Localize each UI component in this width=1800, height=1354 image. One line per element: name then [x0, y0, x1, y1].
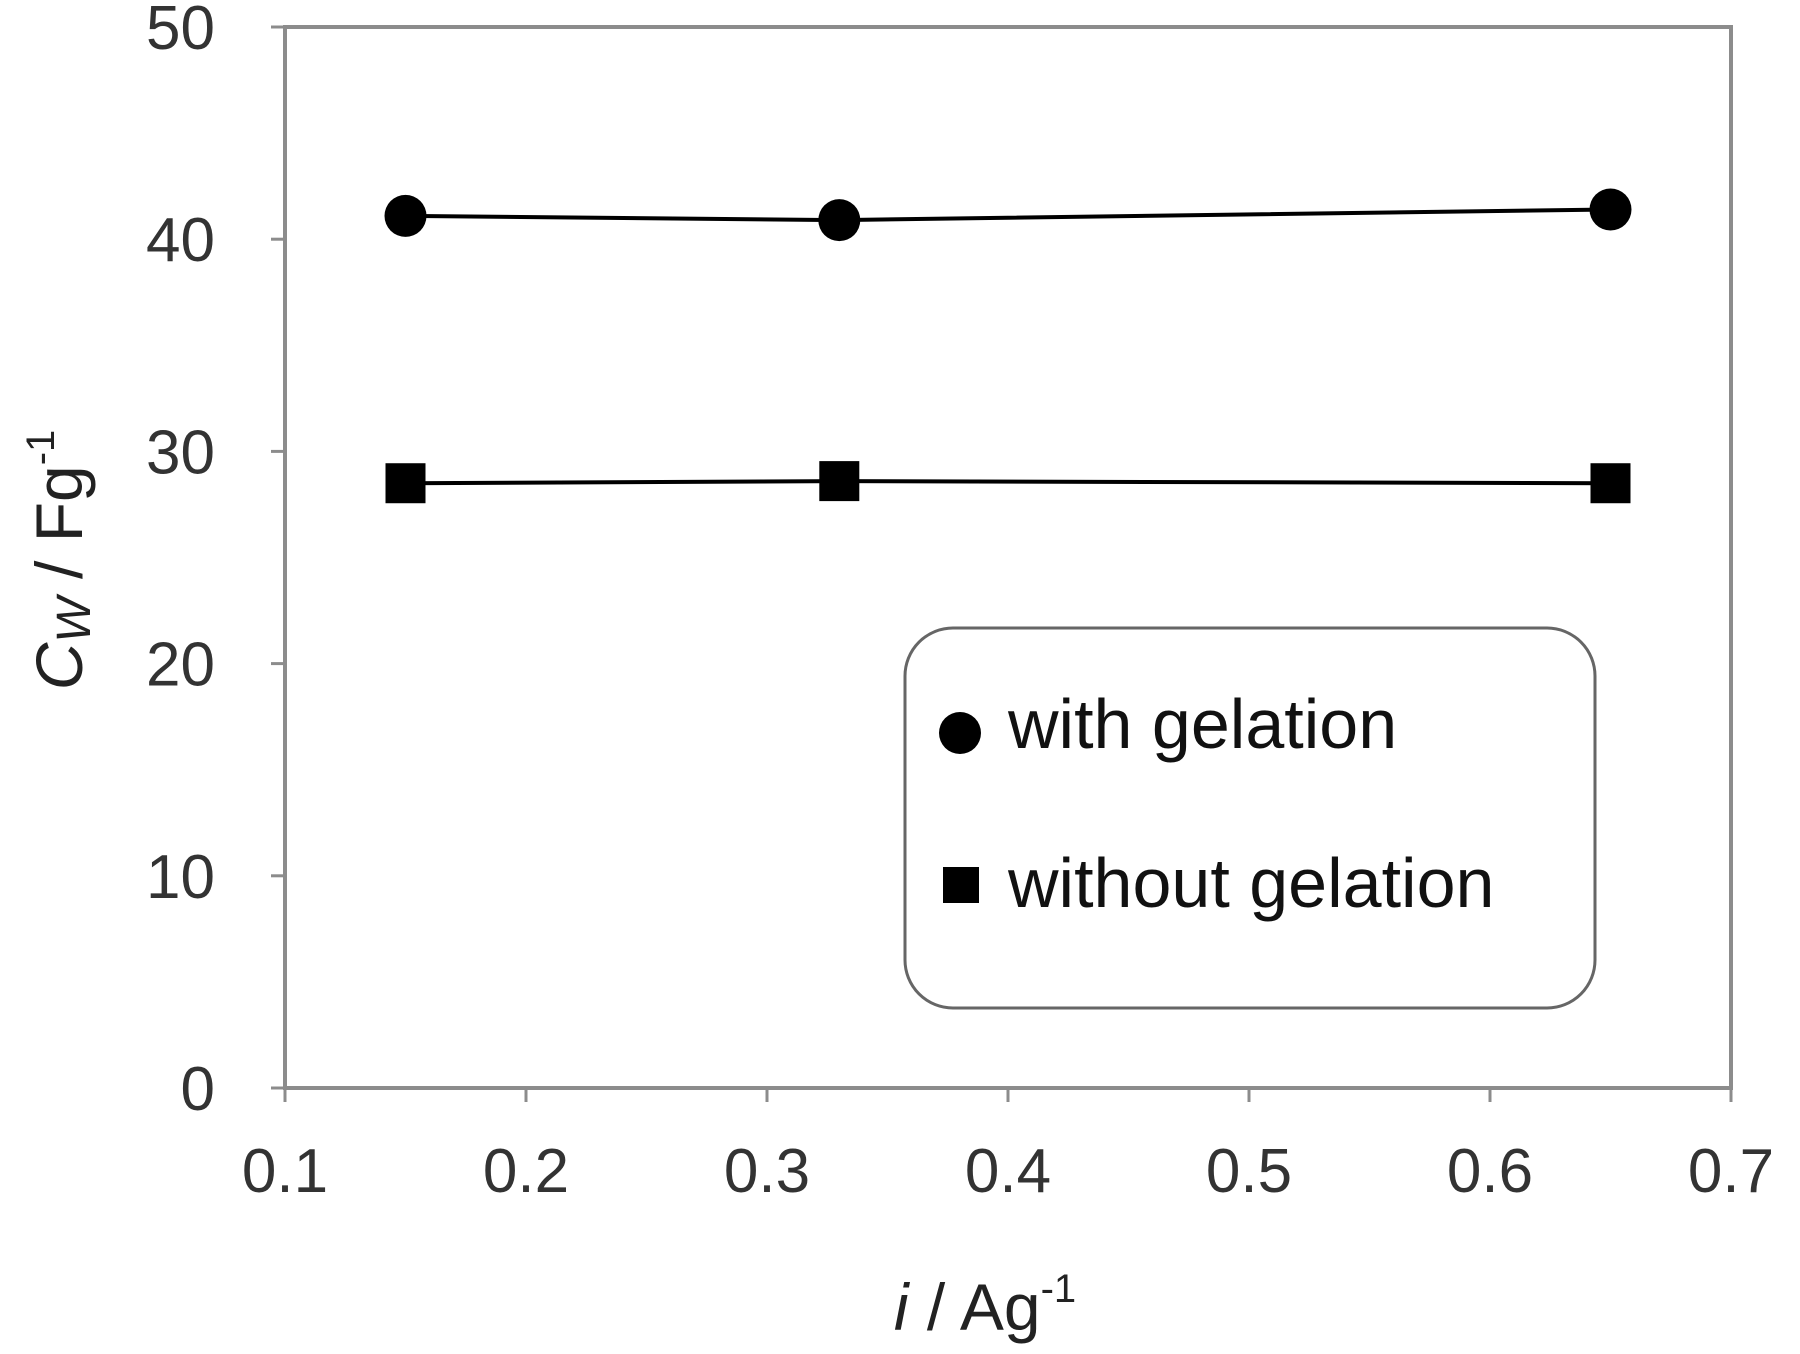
legend-entry-without-gelation: without gelation	[943, 844, 1494, 922]
x-tick-label: 0.4	[965, 1137, 1051, 1206]
legend-square-marker	[943, 867, 979, 903]
x-axis-ticks: 0.1 0.2 0.3 0.4 0.5 0.6 0.7	[242, 1088, 1774, 1206]
x-tick-label: 0.3	[724, 1137, 810, 1206]
x-axis-label: i / Ag-1	[894, 1267, 1076, 1344]
series-line-without-gelation	[405, 479, 1611, 486]
x-tick-label: 0.2	[483, 1137, 569, 1206]
y-tick-label: 20	[146, 631, 215, 700]
series-with-gelation	[384, 188, 1632, 242]
series-without-gelation	[385, 461, 1631, 504]
series-layer	[384, 188, 1632, 504]
y-tick-label: 40	[146, 206, 215, 275]
legend: with gelation without gelation	[903, 626, 1597, 1010]
data-point-with-gelation	[384, 194, 427, 237]
legend-label-with-gelation: with gelation	[1007, 685, 1397, 763]
legend-entry-with-gelation: with gelation	[939, 685, 1397, 763]
y-axis-label-exponent: -1	[19, 430, 63, 466]
y-axis-label: CW / Fg-1	[19, 430, 101, 691]
y-tick-label: 0	[181, 1055, 215, 1124]
x-tick-label: 0.7	[1688, 1137, 1774, 1206]
y-tick-label: 50	[146, 0, 215, 63]
y-axis-label-symbol: C	[22, 641, 96, 690]
y-axis-label-subscript: W	[48, 593, 101, 643]
data-point-without-gelation	[385, 463, 426, 504]
x-tick-label: 0.6	[1447, 1137, 1533, 1206]
data-point-without-gelation	[1590, 463, 1631, 504]
x-axis-label-exponent: -1	[1041, 1267, 1077, 1311]
x-tick-label: 0.1	[242, 1137, 328, 1206]
series-line-with-gelation	[405, 207, 1611, 223]
y-axis-ticks: 0 10 20 30 40 50	[146, 0, 285, 1124]
x-axis-label-symbol: i	[894, 1270, 911, 1344]
legend-label-without-gelation: without gelation	[1007, 844, 1494, 922]
x-tick-label: 0.5	[1206, 1137, 1292, 1206]
legend-box	[903, 626, 1597, 1010]
legend-circle-marker	[939, 712, 981, 754]
data-point-without-gelation	[819, 461, 860, 502]
y-axis-label-unit: / Fg	[22, 465, 96, 597]
data-point-with-gelation	[1589, 188, 1632, 231]
data-point-with-gelation	[818, 199, 861, 242]
y-tick-label: 10	[146, 843, 215, 912]
x-axis-label-unit: / Ag	[908, 1270, 1040, 1344]
y-tick-label: 30	[146, 418, 215, 487]
